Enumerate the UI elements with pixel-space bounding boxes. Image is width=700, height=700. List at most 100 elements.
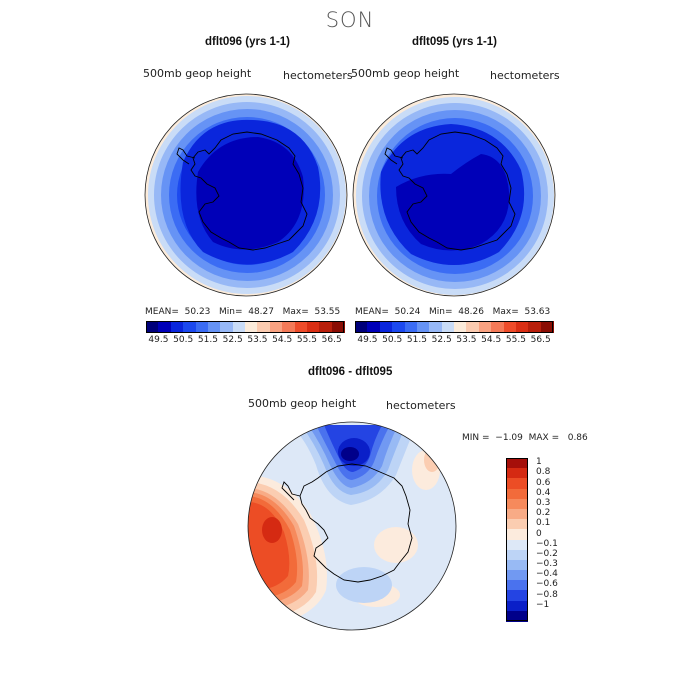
colorbar-tick-label: −0.8 xyxy=(536,589,558,600)
colorbar-swatch xyxy=(506,580,528,591)
contour-level xyxy=(396,154,510,251)
colorbar-difference-labels: 1 0.8 0.6 0.4 0.3 0.2 0.1 0 −0.1 −0.2 −0.3 −0.4 −0.6… xyxy=(536,457,576,621)
colorbar-swatch xyxy=(454,321,467,333)
colorbar-tick-label: −0.2 xyxy=(536,548,558,559)
colorbar-swatch xyxy=(506,498,528,510)
colorbar-swatch xyxy=(146,321,159,333)
variable-label-left: 500mb geop height xyxy=(143,67,252,80)
colorbar-swatch xyxy=(232,321,246,333)
colorbar-tick-label: 1 xyxy=(536,457,542,468)
colorbar-tick-label: 52.5 xyxy=(222,335,243,345)
colorbar-swatch xyxy=(195,321,209,333)
colorbar-tick-label: −1 xyxy=(536,599,550,610)
colorbar-tick-label: 53.5 xyxy=(247,335,268,345)
colorbar-tick-label: 0.6 xyxy=(536,477,551,488)
antarctica-coastline xyxy=(299,463,413,583)
antarctic-peninsula xyxy=(281,481,301,501)
colorbar-swatch xyxy=(503,321,517,333)
colorbar-tick-label: 0 xyxy=(536,528,542,539)
colorbar-swatch xyxy=(367,321,381,333)
map-dflt095 xyxy=(352,93,556,297)
units-label-left: hectometers xyxy=(283,69,353,82)
panel-title-dflt095: dflt095 (yrs 1-1) xyxy=(412,36,498,48)
colorbar-swatch xyxy=(506,488,528,500)
colorbar-tick-label: 0.4 xyxy=(536,487,551,498)
colorbar-tick-label: −0.1 xyxy=(536,538,558,549)
colorbar-swatch xyxy=(506,570,528,581)
map-difference xyxy=(247,421,457,631)
colorbar-tick-label: 54.5 xyxy=(272,335,293,345)
colorbar-tick-label: −0.3 xyxy=(536,559,558,570)
map-boundary xyxy=(144,93,348,297)
colorbar-swatch xyxy=(404,321,418,333)
contour-level xyxy=(196,137,304,250)
colorbar-swatch xyxy=(506,559,528,571)
colorbar-tick-label: 49.5 xyxy=(148,335,169,345)
colorbar-tick-label: 51.5 xyxy=(406,335,427,345)
colorbar-swatch xyxy=(506,529,528,540)
contour-level xyxy=(262,517,282,543)
colorbar-swatch xyxy=(183,321,196,333)
colorbar-swatch xyxy=(282,321,295,333)
colorbar-swatch xyxy=(294,321,308,333)
colorbar-swatch xyxy=(506,610,528,622)
colorbar-dflt095 xyxy=(355,321,554,333)
stats-dflt096: MEAN= 50.23 Min= 48.27 Max= 53.55 xyxy=(145,307,341,317)
map-boundary xyxy=(352,93,556,297)
colorbar-swatch xyxy=(506,508,528,520)
colorbar-tick-label: 50.5 xyxy=(173,335,194,345)
colorbar-swatch xyxy=(306,321,320,333)
variable-label-right: 500mb geop height xyxy=(351,67,460,80)
colorbar-tick-label: 0.2 xyxy=(536,508,551,519)
contour-level xyxy=(341,447,359,461)
colorbar-swatch xyxy=(220,321,234,333)
colorbar-tick-label: 0.8 xyxy=(536,467,551,478)
colorbar-tick-label: 52.5 xyxy=(431,335,452,345)
colorbar-swatch xyxy=(478,321,492,333)
colorbar-swatch xyxy=(379,321,393,333)
colorbar-swatch xyxy=(416,321,430,333)
stats-dflt095: MEAN= 50.24 Min= 48.26 Max= 53.63 xyxy=(355,307,551,317)
colorbar-tick-label: 49.5 xyxy=(357,335,378,345)
units-label-right: hectometers xyxy=(490,69,560,82)
colorbar-swatch xyxy=(540,321,554,333)
antarctic-peninsula xyxy=(384,147,404,165)
panel-title-dflt096: dflt096 (yrs 1-1) xyxy=(205,36,291,48)
colorbar-swatch xyxy=(355,321,368,333)
colorbar-swatch xyxy=(506,590,528,602)
colorbar-swatch xyxy=(528,321,542,333)
colorbar-dflt096 xyxy=(146,321,345,333)
colorbar-swatch xyxy=(515,321,529,333)
colorbar-swatch xyxy=(158,321,172,333)
colorbar-swatch xyxy=(506,519,528,530)
colorbar-tick-label: 53.5 xyxy=(456,335,477,345)
colorbar-tick-label: 50.5 xyxy=(382,335,403,345)
map-boundary xyxy=(247,421,457,631)
colorbar-swatch xyxy=(331,321,345,333)
colorbar-swatch xyxy=(466,321,480,333)
antarctica-coastline xyxy=(398,131,516,251)
colorbar-tick-label: 56.5 xyxy=(321,335,342,345)
season-title: SON xyxy=(325,8,375,32)
diff-min-max: MIN = −1.09 MAX = 0.86 xyxy=(462,433,588,443)
map-dflt096 xyxy=(144,93,348,297)
colorbar-ticks-dflt096: 49.5 50.5 51.5 52.5 53.5 54.5 55.5 56.5 xyxy=(146,335,344,347)
colorbar-swatch xyxy=(506,468,528,479)
colorbar-tick-label: 55.5 xyxy=(505,335,526,345)
colorbar-tick-label: −0.4 xyxy=(536,569,558,580)
variable-label-diff: 500mb geop height xyxy=(248,397,357,410)
colorbar-tick-label: 54.5 xyxy=(481,335,502,345)
antarctic-peninsula xyxy=(176,147,196,165)
colorbar-swatch xyxy=(441,321,455,333)
colorbar-swatch xyxy=(170,321,184,333)
colorbar-ticks-dflt095: 49.5 50.5 51.5 52.5 53.5 54.5 55.5 56.5 xyxy=(355,335,553,347)
colorbar-swatch xyxy=(506,549,528,561)
colorbar-swatch xyxy=(319,321,333,333)
contour-level xyxy=(336,567,392,603)
diff-panel-title: dflt096 - dflt095 xyxy=(308,366,393,378)
colorbar-difference xyxy=(506,458,528,622)
colorbar-swatch xyxy=(491,321,504,333)
colorbar-swatch xyxy=(207,321,221,333)
colorbar-tick-label: −0.6 xyxy=(536,579,558,590)
colorbar-swatch xyxy=(257,321,271,333)
